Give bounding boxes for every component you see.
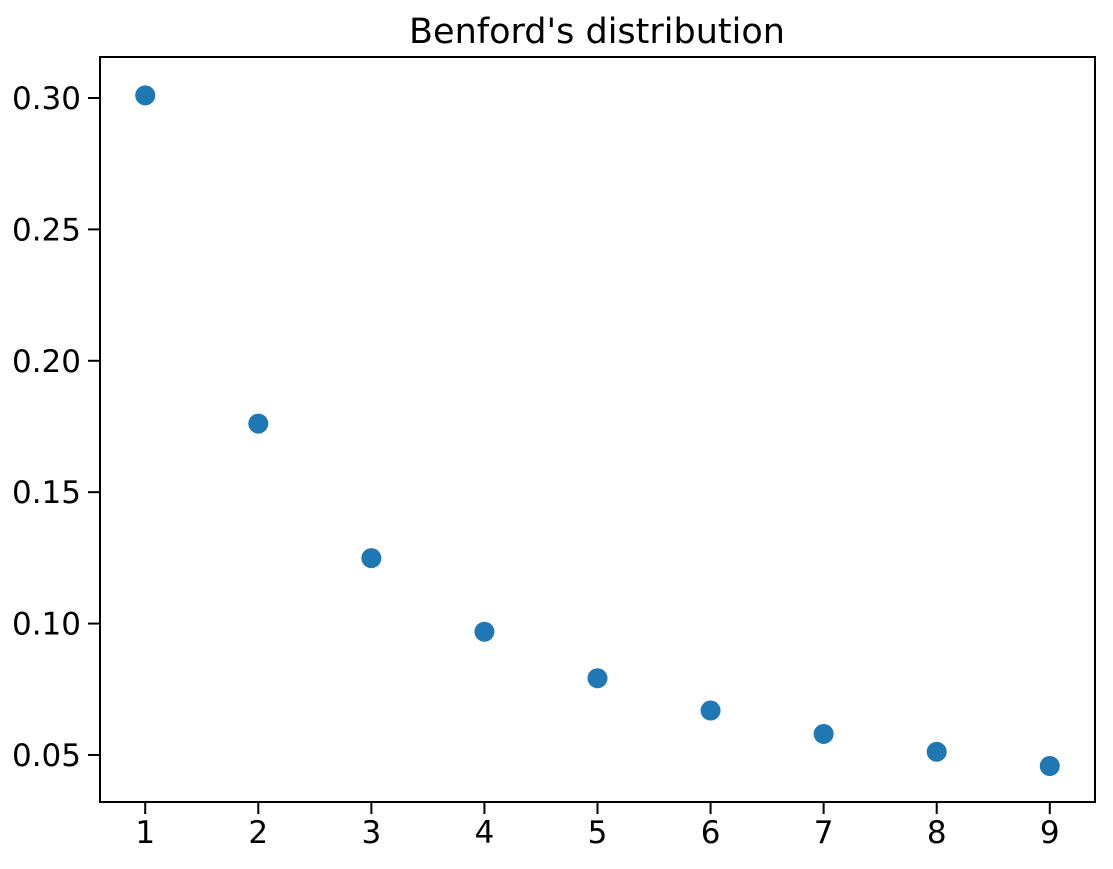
- x-axis-tick-label: 1: [135, 815, 155, 851]
- data-point: [248, 413, 269, 434]
- data-point: [926, 741, 947, 762]
- data-point: [474, 621, 495, 642]
- x-axis-tick-label: 2: [248, 815, 268, 851]
- plot-area: 1 2 3 4 5 6 7 8 9 0.05 0.10 0.15 0.20 0.25 0.30: [12, 56, 1096, 851]
- axes-spines: [99, 56, 1096, 803]
- data-point: [587, 668, 608, 689]
- data-point: [1039, 755, 1060, 776]
- x-axis-tick-label: 4: [475, 815, 495, 851]
- data-point: [361, 548, 382, 569]
- chart-title: Benford's distribution: [409, 12, 785, 52]
- x-axis-tick-label: 8: [927, 815, 947, 851]
- x-axis-tick-label: 7: [814, 815, 834, 851]
- x-axis-tick-label: 6: [701, 815, 721, 851]
- y-axis-tick-label: 0.15: [12, 475, 81, 511]
- y-axis-tick-label: 0.05: [12, 738, 81, 774]
- data-point: [135, 85, 156, 106]
- x-axis-tick-label: 5: [588, 815, 608, 851]
- y-axis-tick-label: 0.25: [12, 212, 81, 248]
- y-axis-tick-label: 0.20: [12, 344, 81, 380]
- y-axis-tick-label: 0.30: [12, 81, 81, 117]
- data-point: [813, 723, 834, 744]
- data-point: [700, 700, 721, 721]
- x-axis-tick-label: 9: [1040, 815, 1060, 851]
- y-axis-tick-label: 0.10: [12, 607, 81, 643]
- x-axis-tick-label: 3: [361, 815, 381, 851]
